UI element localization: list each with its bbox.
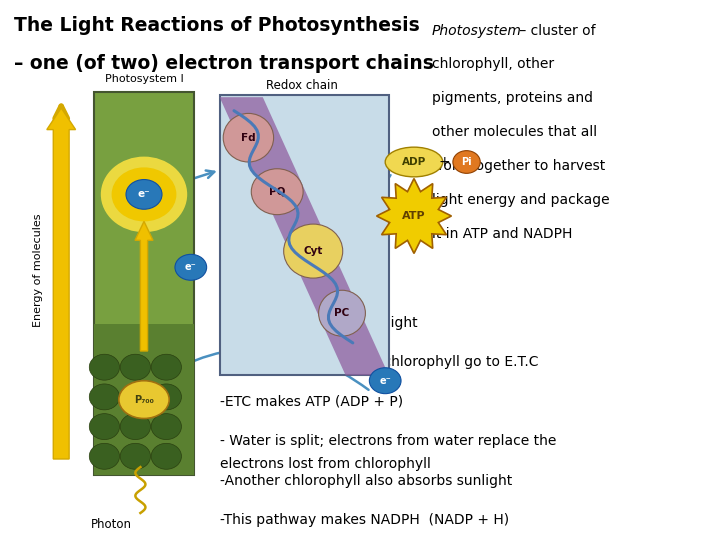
- Text: Photon: Photon: [91, 518, 132, 531]
- Text: PC: PC: [334, 308, 350, 318]
- Ellipse shape: [126, 179, 162, 209]
- Bar: [220, 94, 389, 375]
- Ellipse shape: [89, 443, 120, 469]
- Polygon shape: [377, 179, 451, 253]
- Text: ADP: ADP: [402, 157, 426, 167]
- Ellipse shape: [175, 254, 207, 280]
- Ellipse shape: [151, 414, 181, 440]
- Text: -Energized electrons in chlorophyll go to E.T.C: -Energized electrons in chlorophyll go t…: [220, 355, 538, 369]
- Text: Photosystem: Photosystem: [432, 24, 522, 38]
- Text: -Another chlorophyll also absorbs sunlight: -Another chlorophyll also absorbs sunlig…: [220, 474, 512, 488]
- Text: P₇₀₀: P₇₀₀: [134, 395, 154, 404]
- Ellipse shape: [151, 354, 181, 380]
- Text: light energy and package: light energy and package: [432, 193, 610, 207]
- Text: it in ATP and NADPH: it in ATP and NADPH: [432, 227, 572, 241]
- Text: - Water is split; electrons from water replace the: - Water is split; electrons from water r…: [220, 434, 556, 448]
- Ellipse shape: [453, 151, 480, 173]
- Text: PQ: PQ: [269, 187, 285, 197]
- Ellipse shape: [284, 224, 343, 278]
- Text: e⁻: e⁻: [379, 376, 391, 386]
- Ellipse shape: [120, 354, 150, 380]
- FancyArrow shape: [135, 221, 153, 351]
- Ellipse shape: [112, 167, 176, 221]
- FancyArrow shape: [47, 108, 76, 459]
- Text: pigments, proteins and: pigments, proteins and: [432, 91, 593, 105]
- Text: e⁻: e⁻: [185, 262, 197, 272]
- Ellipse shape: [223, 113, 274, 162]
- Text: chlorophyll, other: chlorophyll, other: [432, 57, 554, 71]
- Text: – cluster of: – cluster of: [515, 24, 595, 38]
- Text: Photosystem I: Photosystem I: [104, 73, 184, 84]
- Polygon shape: [220, 97, 389, 375]
- Ellipse shape: [369, 368, 401, 394]
- Ellipse shape: [89, 384, 120, 410]
- Ellipse shape: [251, 168, 303, 214]
- Text: e⁻: e⁻: [138, 190, 150, 199]
- Ellipse shape: [151, 443, 181, 469]
- Text: The Light Reactions of Photosynthesis: The Light Reactions of Photosynthesis: [14, 16, 420, 35]
- Text: ATP: ATP: [402, 211, 426, 221]
- Text: work together to harvest: work together to harvest: [432, 159, 606, 173]
- Text: Chlorophyll absorbs sunlight: Chlorophyll absorbs sunlight: [220, 316, 417, 330]
- Ellipse shape: [101, 157, 187, 232]
- Bar: [94, 324, 194, 475]
- Text: Redox chain: Redox chain: [266, 79, 338, 92]
- Ellipse shape: [120, 443, 150, 469]
- Ellipse shape: [319, 291, 365, 336]
- Text: -ETC makes ATP (ADP + P): -ETC makes ATP (ADP + P): [220, 395, 402, 409]
- Ellipse shape: [89, 414, 120, 440]
- Text: other molecules that all: other molecules that all: [432, 125, 597, 139]
- Ellipse shape: [120, 384, 150, 410]
- Ellipse shape: [120, 414, 150, 440]
- Text: electrons lost from chlorophyll: electrons lost from chlorophyll: [220, 457, 431, 471]
- Text: Cyt: Cyt: [304, 246, 323, 256]
- Ellipse shape: [151, 384, 181, 410]
- Text: +: +: [438, 155, 450, 169]
- Ellipse shape: [119, 381, 169, 418]
- Bar: [94, 92, 194, 475]
- Text: -This pathway makes NADPH  (NADP + H): -This pathway makes NADPH (NADP + H): [220, 513, 509, 527]
- Text: Pi: Pi: [462, 157, 472, 167]
- Text: – one (of two) electron transport chains: – one (of two) electron transport chains: [14, 54, 434, 73]
- Ellipse shape: [89, 354, 120, 380]
- Text: Fd: Fd: [241, 133, 256, 143]
- Ellipse shape: [385, 147, 443, 177]
- Text: Energy of molecules: Energy of molecules: [33, 213, 43, 327]
